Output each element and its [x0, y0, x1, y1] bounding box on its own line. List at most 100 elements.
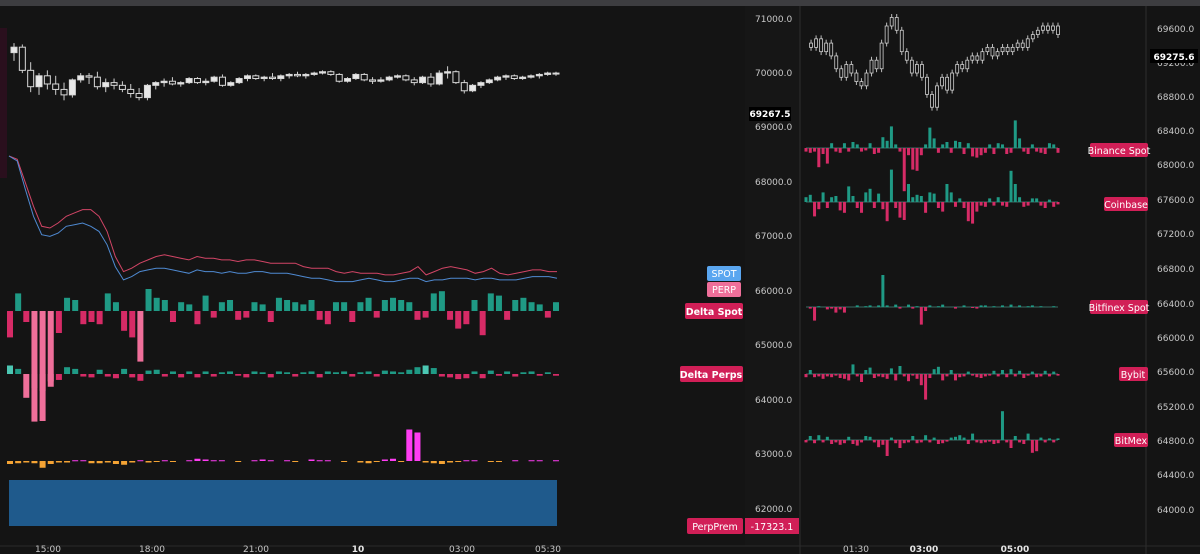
- candle-body: [294, 73, 302, 77]
- exchange-delta-bar: [889, 126, 893, 148]
- exchange-tag-bitmex[interactable]: BitMex: [1114, 433, 1148, 447]
- exchange-delta-bar: [983, 305, 987, 307]
- candle-body: [193, 78, 201, 84]
- exchange-delta-bar: [1043, 202, 1047, 208]
- exchange-delta-bar: [919, 148, 923, 156]
- exchange-tag-coinbase[interactable]: Coinbase: [1104, 197, 1148, 211]
- candle-body: [494, 76, 502, 81]
- candle-body: [319, 71, 327, 74]
- exchange-delta-bar: [821, 440, 825, 443]
- exchange-delta-bar: [1052, 371, 1056, 374]
- right-candle-body: [995, 51, 1000, 57]
- exchange-delta-bar: [1035, 374, 1039, 378]
- candle-body: [344, 78, 352, 82]
- exchange-delta-bar: [975, 202, 979, 212]
- exchange-delta-bar: [864, 192, 868, 202]
- perp-prem-bar: [373, 461, 380, 462]
- delta-perps-bar: [202, 371, 209, 374]
- delta-spot-bar: [55, 311, 62, 333]
- candle-body: [352, 73, 360, 80]
- right-price-axis: 69600.0 69200.0 68800.0 68400.0 68000.0 …: [1157, 25, 1194, 516]
- delta-perps-bar: [178, 374, 185, 378]
- left-x-axis: 15:00 18:00 21:00 10 03:00 05:30: [35, 545, 561, 554]
- delta-perps-bar: [186, 371, 193, 374]
- exchange-tag-binance[interactable]: Binance Spot: [1088, 143, 1151, 157]
- candle-body: [335, 73, 343, 82]
- exchange-delta-bar: [1052, 306, 1056, 308]
- exchange-delta-bar: [953, 436, 957, 440]
- candle-body: [469, 84, 477, 92]
- exchange-delta-bar: [881, 275, 885, 307]
- right-candle-body: [935, 85, 939, 108]
- exchange-delta-bar: [1000, 144, 1004, 148]
- exchange-delta-bar: [877, 148, 881, 153]
- exchange-delta-bar: [1005, 374, 1009, 378]
- exchange-delta-bar: [1030, 144, 1034, 148]
- candle-body: [360, 73, 368, 81]
- delta-perps-bar: [471, 371, 478, 374]
- delta-perps-bar: [88, 374, 95, 378]
- delta-spot-bar: [186, 304, 193, 311]
- right-candle-body: [980, 51, 985, 61]
- delta-spot-bar: [544, 311, 551, 318]
- exchange-delta-bar: [941, 374, 945, 381]
- legend-perp-tag[interactable]: PERP: [707, 282, 741, 297]
- right-candle-body: [1051, 25, 1055, 31]
- delta-perps-bar: [275, 371, 282, 374]
- delta-perps-bar: [504, 371, 511, 374]
- exchange-delta-bar: [825, 436, 829, 440]
- exchange-delta-bar: [1000, 370, 1004, 374]
- exchange-delta-bar: [996, 374, 1000, 377]
- price-tick: 64800.0: [1157, 437, 1194, 447]
- delta-perps-bar: [455, 374, 462, 380]
- exchange-delta-bar: [911, 307, 915, 309]
- delta-perps-bar: [267, 374, 274, 378]
- delta-perps-bar: [47, 374, 54, 387]
- delta-perps-bar: [31, 374, 38, 422]
- exchange-delta-bar: [834, 196, 838, 202]
- delta-perps-bar: [292, 374, 299, 377]
- delta-spot-tag[interactable]: Delta Spot: [685, 303, 743, 319]
- perp-prem-bar: [186, 460, 193, 462]
- exchange-delta-bar: [971, 374, 975, 376]
- delta-perps-bar: [512, 374, 519, 377]
- perp-prem-tag[interactable]: PerpPrem: [687, 518, 743, 534]
- exchange-delta-bar: [860, 374, 864, 382]
- delta-spot-bar: [471, 300, 478, 311]
- exchange-tag-bybit[interactable]: Bybit: [1119, 367, 1148, 381]
- candle-body: [402, 75, 410, 81]
- candle-body: [227, 82, 235, 86]
- exchange-delta-bar: [808, 148, 812, 153]
- exchange-delta-bar: [898, 440, 902, 448]
- exchange-delta-bar: [877, 374, 881, 377]
- delta-spot-bar: [129, 311, 136, 338]
- delta-spot-bar: [178, 302, 185, 311]
- exchange-tag-bitfinex[interactable]: Bitfinex Spot: [1089, 300, 1150, 314]
- exchange-tag-label: BitMex: [1115, 436, 1148, 447]
- exchange-delta-bar: [864, 370, 868, 374]
- candle-body: [302, 73, 310, 77]
- delta-spot-bar: [512, 300, 519, 311]
- candle-body: [43, 75, 51, 85]
- delta-perps-bar: [121, 368, 128, 374]
- candle-body: [460, 82, 468, 92]
- exchange-delta-bar: [1013, 120, 1017, 148]
- exchange-delta-bar: [877, 305, 881, 307]
- delta-perps-tag[interactable]: Delta Perps: [680, 366, 743, 382]
- exchange-delta-bar: [928, 440, 932, 443]
- candle-body: [93, 76, 101, 88]
- exchange-delta-bar: [945, 184, 949, 202]
- exchange-delta-bar: [902, 202, 906, 220]
- right-candle-body: [1056, 25, 1060, 35]
- perp-prem-bar: [553, 460, 559, 462]
- perp-prem-bar: [267, 460, 274, 462]
- exchange-delta-bar: [808, 436, 812, 440]
- exchange-delta-bar: [1022, 202, 1026, 207]
- delta-spot-bar: [210, 311, 217, 318]
- delta-spot-bar: [495, 295, 502, 311]
- legend-spot-tag[interactable]: SPOT: [707, 266, 741, 281]
- right-candle-body: [1025, 38, 1030, 48]
- delta-perps-bar: [72, 368, 79, 374]
- exchange-delta-bar: [830, 197, 834, 202]
